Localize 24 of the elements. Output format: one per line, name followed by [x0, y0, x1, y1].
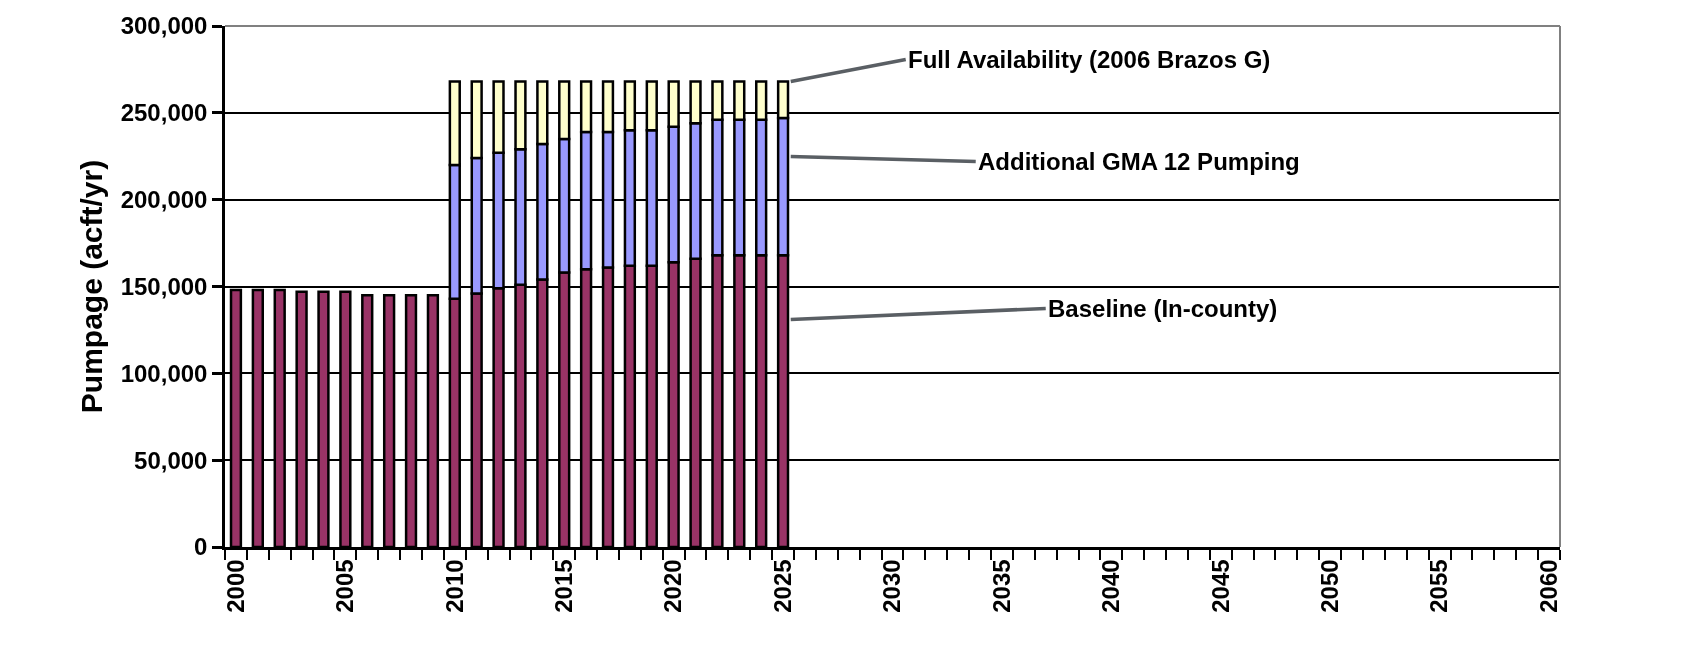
x-tick-label: 2040: [1097, 559, 1125, 613]
x-tick-label: 2010: [440, 559, 468, 613]
x-tick-label: 2060: [1534, 559, 1562, 613]
x-tick-label: 2020: [659, 559, 687, 613]
x-tick-label: 2050: [1316, 559, 1343, 613]
y-axis-title: Pumpage (acft/yr): [74, 159, 108, 414]
x-tick-label: 2015: [550, 559, 578, 613]
text: Full Availability (2006 Brazos G): [908, 46, 1271, 73]
x-tick-label: 2035: [987, 559, 1015, 613]
x-tick-label: 2045: [1206, 559, 1234, 613]
x-tick-label: 2000: [221, 559, 249, 613]
text: Additional GMA 12 Pumping: [978, 148, 1300, 175]
text: Baseline (In-county): [1048, 295, 1278, 322]
x-tick-label: 2005: [331, 559, 359, 613]
y-tick-label: 0: [194, 533, 208, 561]
y-tick-label: 250,000: [120, 99, 208, 127]
x-tick-label: 2055: [1425, 559, 1453, 613]
x-tick-label: 2030: [878, 559, 906, 613]
y-tick-label: 50,000: [134, 446, 208, 474]
y-tick-label: 200,000: [120, 186, 208, 214]
x-tick-label: 2025: [768, 559, 796, 613]
y-tick-label: 150,000: [120, 272, 208, 300]
y-tick-label: 300,000: [120, 12, 208, 40]
y-tick-label: 100,000: [120, 359, 208, 387]
